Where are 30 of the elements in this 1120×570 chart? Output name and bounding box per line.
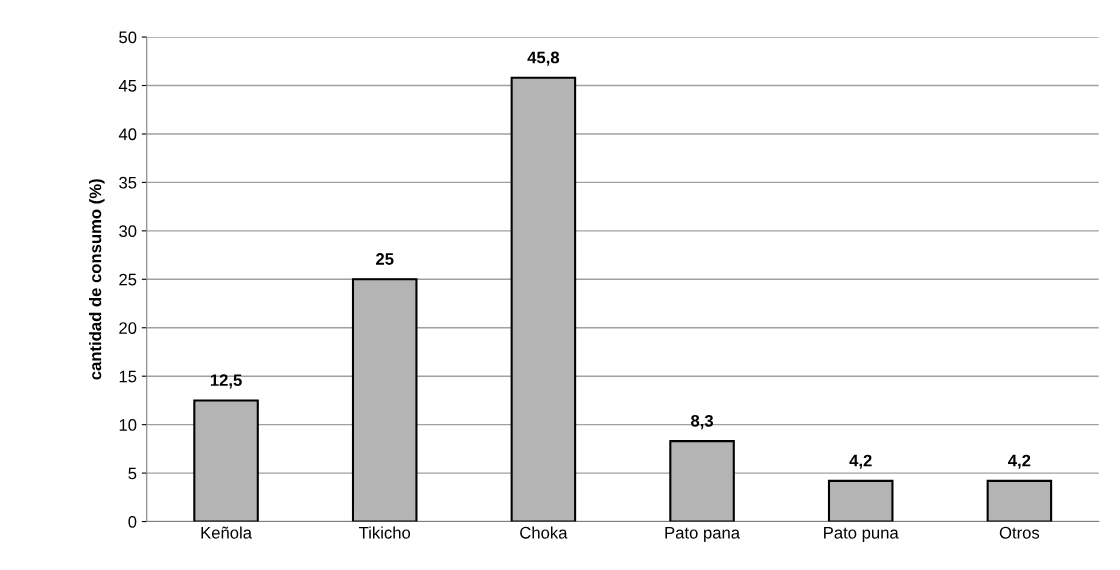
bar bbox=[510, 76, 577, 522]
y-axis-title: cantidad de consumo (%) bbox=[89, 179, 105, 380]
y-tick-label: 35 bbox=[119, 176, 137, 189]
x-tick-label: Pato puna bbox=[824, 527, 899, 542]
bar bbox=[827, 479, 894, 522]
data-label: 45,8 bbox=[527, 51, 560, 66]
x-tick-label: Choka bbox=[520, 526, 568, 539]
bar bbox=[669, 440, 735, 522]
data-label: 12,5 bbox=[210, 374, 242, 389]
y-tick-label: 45 bbox=[118, 80, 137, 92]
y-tick-label: 5 bbox=[128, 467, 137, 480]
x-tick-label: Tikicho bbox=[359, 526, 411, 539]
data-label: 8,3 bbox=[691, 414, 714, 430]
data-label: 4,2 bbox=[1008, 454, 1031, 469]
x-tick-label: Keñola bbox=[201, 526, 252, 539]
y-tick-label: 20 bbox=[119, 322, 137, 334]
bar bbox=[986, 479, 1053, 522]
y-tick-label: 30 bbox=[119, 225, 137, 238]
bar bbox=[351, 278, 418, 522]
y-tick-label: 50 bbox=[119, 31, 137, 44]
y-tick-label: 25 bbox=[119, 273, 137, 286]
y-tick-label: 15 bbox=[119, 370, 137, 383]
bar bbox=[193, 399, 259, 522]
y-tick-label: 0 bbox=[128, 515, 137, 528]
data-label: 4,2 bbox=[849, 454, 872, 469]
x-tick-label: Pato pana bbox=[665, 527, 741, 542]
y-tick-label: 40 bbox=[118, 128, 137, 141]
data-label: 25 bbox=[376, 253, 394, 265]
x-tick-label: Otros bbox=[999, 526, 1040, 539]
y-tick-label: 10 bbox=[119, 419, 137, 431]
